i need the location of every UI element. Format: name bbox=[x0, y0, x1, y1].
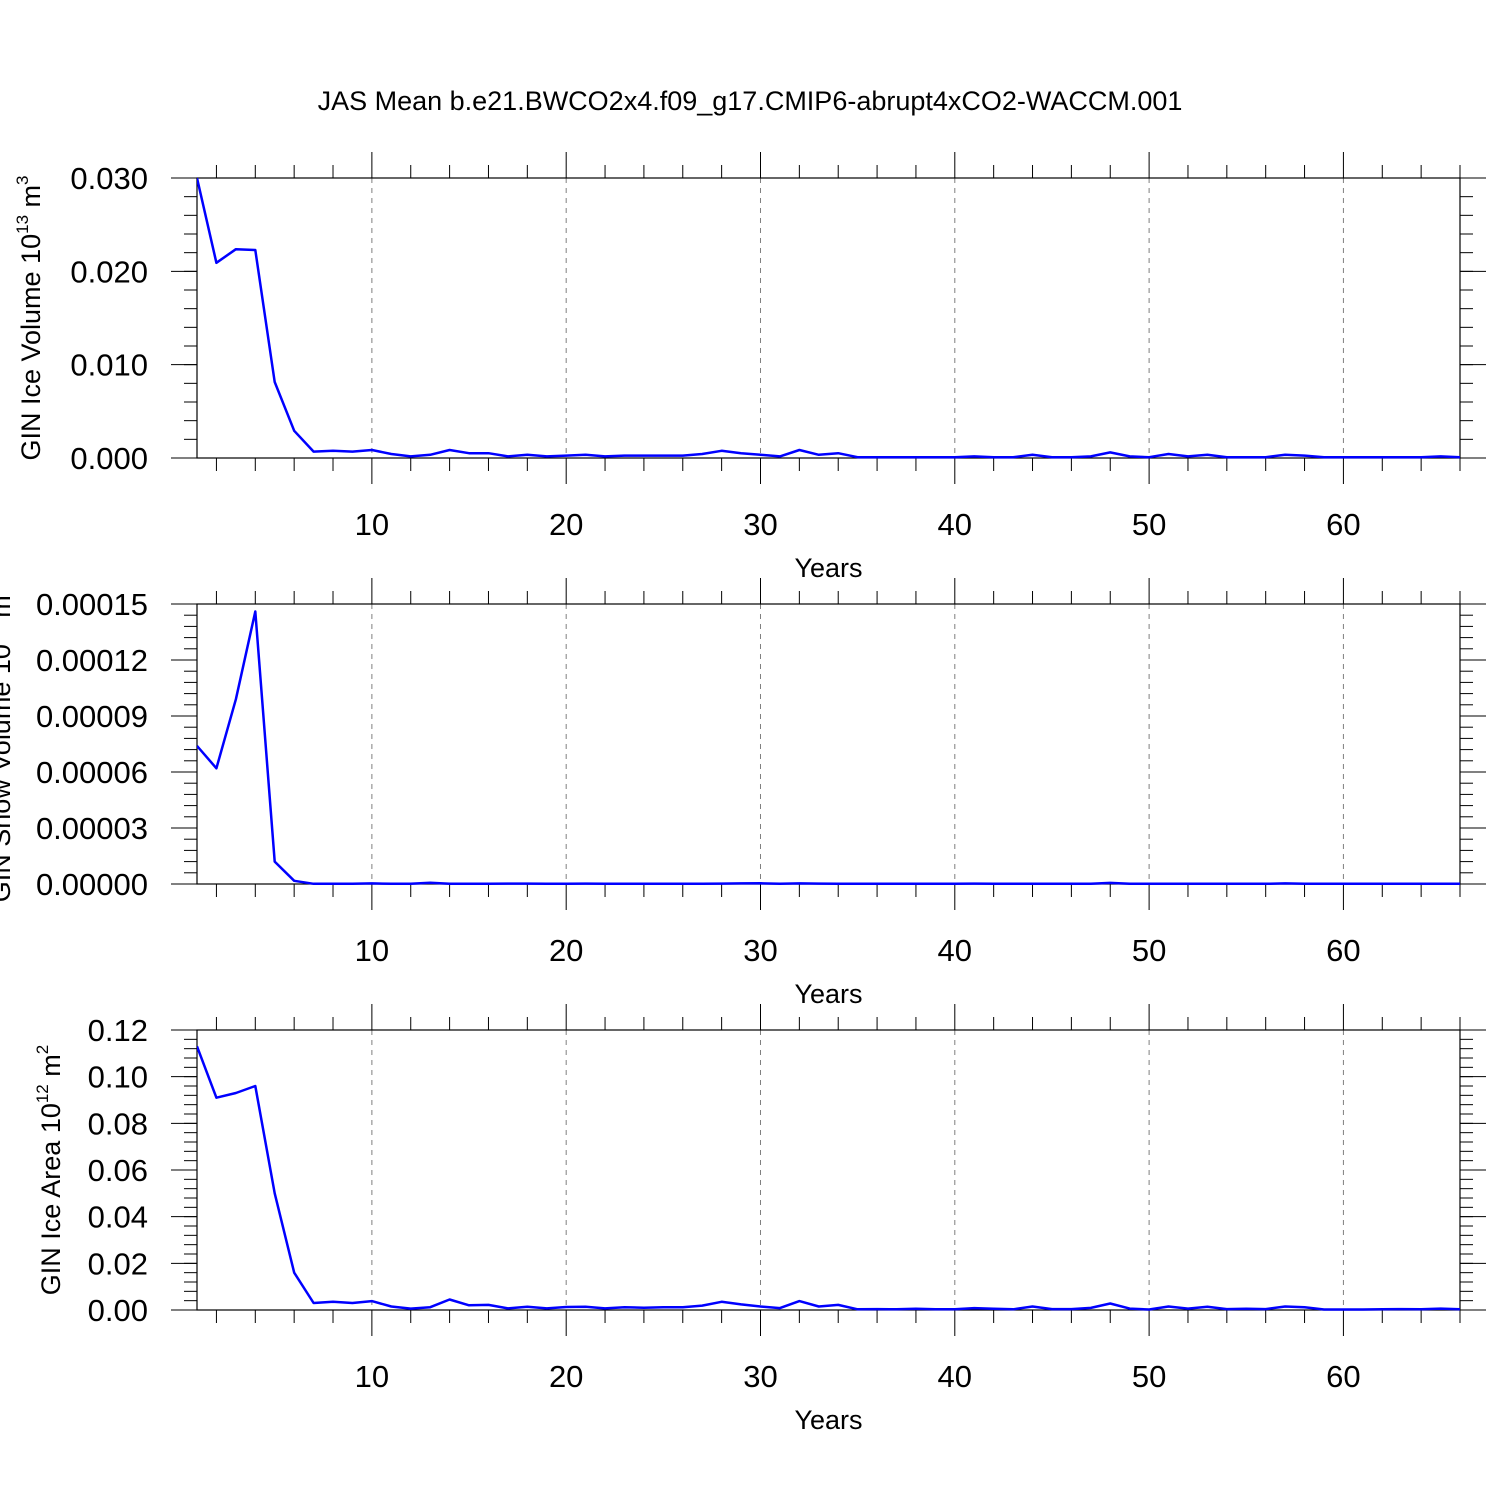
plot-frame bbox=[196, 603, 1461, 885]
x-axis-label: Years bbox=[794, 1405, 862, 1435]
x-tick-label: 10 bbox=[355, 933, 389, 968]
y-tick-label: 0.030 bbox=[70, 161, 148, 196]
x-tick-label: 10 bbox=[355, 507, 389, 542]
x-tick-label: 30 bbox=[743, 507, 777, 542]
y-axis-label-text: GIN Snow Volume 10 bbox=[0, 644, 16, 902]
plot-frame bbox=[196, 177, 1461, 459]
x-tick-label: 60 bbox=[1326, 1359, 1360, 1394]
y-axis-label-text: GIN Ice Area 10 bbox=[36, 1103, 66, 1295]
x-tick-label: 10 bbox=[355, 1359, 389, 1394]
x-axis-label: Years bbox=[794, 553, 862, 583]
series-line bbox=[197, 610, 1460, 886]
y-axis-label: GIN Snow Volume 1013 m3 bbox=[0, 586, 16, 903]
y-tick-label: 0.10 bbox=[88, 1060, 148, 1095]
series-line bbox=[197, 1045, 1460, 1311]
x-tick-label: 60 bbox=[1326, 507, 1360, 542]
y-axis-label-unit: m bbox=[36, 1054, 66, 1077]
x-tick-label: 20 bbox=[549, 507, 583, 542]
y-tick-label: 0.00009 bbox=[36, 699, 148, 734]
plot-frame bbox=[196, 1029, 1461, 1311]
y-axis-label-exponent: 12 bbox=[33, 1084, 52, 1103]
y-tick-label: 0.12 bbox=[88, 1013, 148, 1048]
y-tick-label: 0.00006 bbox=[36, 755, 148, 790]
y-axis-label: GIN Ice Area 1012 m2 bbox=[33, 1045, 66, 1296]
series-line bbox=[197, 177, 1460, 459]
y-tick-label: 0.00015 bbox=[36, 587, 148, 622]
panel-1: 10 20 30 40 50 60 Years 0.000 0.010 0.020 0.030 GIN… bbox=[13, 152, 1486, 583]
y-axis-label-exponent: 13 bbox=[13, 215, 32, 234]
x-tick-label: 50 bbox=[1132, 507, 1166, 542]
x-tick-label: 60 bbox=[1326, 933, 1360, 968]
y-tick-label: 0.06 bbox=[88, 1153, 148, 1188]
y-tick-label: 0.010 bbox=[70, 348, 148, 383]
y-axis-label-space bbox=[0, 618, 16, 626]
y-tick-label: 0.00000 bbox=[36, 867, 148, 902]
x-tick-label: 20 bbox=[549, 1359, 583, 1394]
panel-2: 10 20 30 40 50 60 Years 0.00000 0.00003 0.00006 0.… bbox=[0, 578, 1486, 1009]
y-axis-label-unit-exponent: 3 bbox=[13, 175, 32, 184]
x-tick-label: 40 bbox=[938, 507, 972, 542]
y-axis-label-space bbox=[36, 1077, 66, 1085]
y-axis-label-unit: m bbox=[0, 595, 16, 618]
y-tick-label: 0.00 bbox=[88, 1293, 148, 1328]
y-axis-label-unit-exponent: 2 bbox=[33, 1045, 52, 1054]
x-tick-label: 50 bbox=[1132, 933, 1166, 968]
y-tick-label: 0.02 bbox=[88, 1246, 148, 1281]
y-tick-label: 0.00012 bbox=[36, 643, 148, 678]
x-tick-label: 30 bbox=[743, 933, 777, 968]
y-axis-label-exponent: 13 bbox=[0, 625, 2, 644]
x-tick-label: 30 bbox=[743, 1359, 777, 1394]
x-tick-label: 40 bbox=[938, 933, 972, 968]
y-tick-label: 0.00003 bbox=[36, 811, 148, 846]
y-axis-label-text: GIN Ice Volume 10 bbox=[16, 234, 46, 461]
x-tick-label: 40 bbox=[938, 1359, 972, 1394]
y-tick-label: 0.04 bbox=[88, 1200, 148, 1235]
y-tick-label: 0.020 bbox=[70, 254, 148, 289]
y-axis-label: GIN Ice Volume 1013 m3 bbox=[13, 175, 46, 460]
panel-3: 10 20 30 40 50 60 Years 0.00 0.02 0.04 0.06 0.08 0.1… bbox=[33, 1004, 1486, 1435]
chart-title: JAS Mean b.e21.BWCO2x4.f09_g17.CMIP6-abr… bbox=[317, 86, 1183, 116]
x-tick-label: 20 bbox=[549, 933, 583, 968]
x-axis-label: Years bbox=[794, 979, 862, 1009]
y-axis-label-unit: m bbox=[16, 185, 46, 208]
y-axis-label-unit-exponent: 3 bbox=[0, 586, 2, 595]
x-tick-label: 50 bbox=[1132, 1359, 1166, 1394]
y-tick-label: 0.08 bbox=[88, 1106, 148, 1141]
y-axis-label-space bbox=[16, 207, 46, 215]
y-tick-label: 0.000 bbox=[70, 441, 148, 476]
